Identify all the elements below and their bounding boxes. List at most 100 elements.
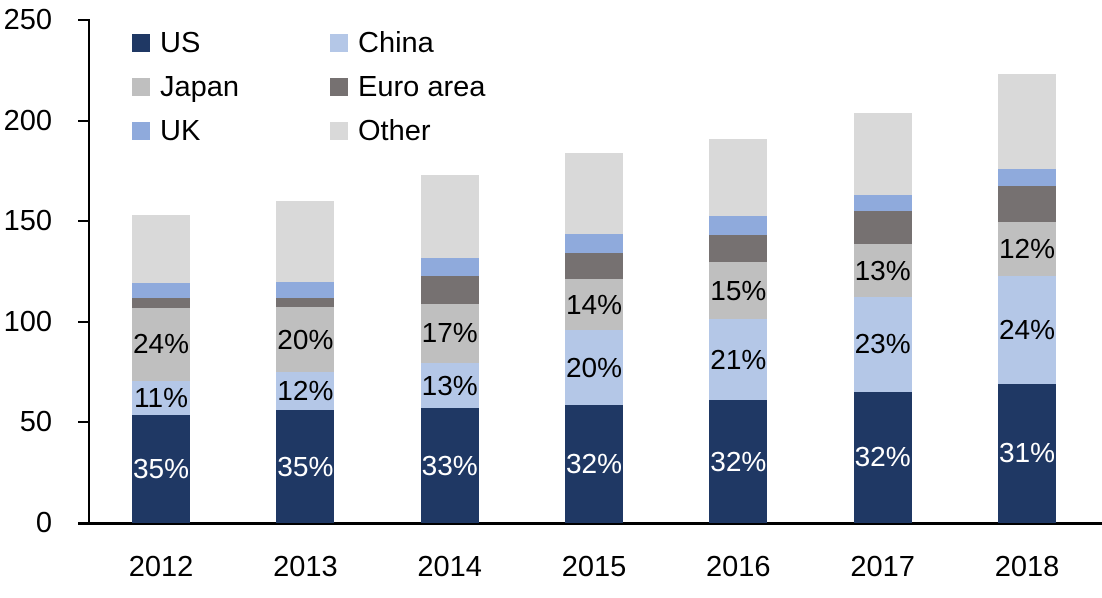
bar-2016-segment-japan — [709, 261, 768, 320]
bar-2016-segment-uk — [709, 215, 768, 235]
bar-2013-segment-japan — [276, 307, 335, 372]
bar-2016-segment-euro-area — [709, 234, 768, 262]
bar-2015-segment-us — [564, 404, 623, 523]
legend-swatch-other — [330, 122, 348, 140]
bar-2013-segment-other — [276, 201, 335, 282]
bar-2018-segment-china — [997, 276, 1056, 384]
legend-swatch-uk — [132, 122, 150, 140]
x-label-2018: 2018 — [994, 551, 1060, 583]
bar-2012-segment-other — [132, 215, 190, 283]
bar-2018-label-us: 31% — [998, 437, 1055, 469]
bar-2017-segment-japan — [853, 243, 912, 298]
y-tick-150 — [78, 220, 89, 223]
bar-2017-segment-euro-area — [853, 211, 912, 244]
bar-2018-segment-euro-area — [997, 186, 1056, 223]
bar-2017-label-japan: 13% — [854, 254, 911, 286]
bar-2017-segment-other — [853, 112, 912, 195]
bar-2013-label-japan: 20% — [277, 323, 334, 355]
bar-2015-segment-uk — [564, 234, 623, 253]
bar-2013-label-us: 35% — [277, 450, 334, 482]
x-label-2015: 2015 — [561, 551, 627, 583]
bar-2013-segment-china — [276, 371, 335, 411]
legend-label-other: Other — [358, 114, 431, 147]
legend-item-uk: UK — [132, 109, 330, 153]
bar-2014-segment-china — [420, 362, 479, 409]
bar-2015-label-japan: 14% — [565, 288, 622, 320]
bar-2018-label-japan: 12% — [998, 233, 1055, 265]
y-tick-label-200: 200 — [3, 104, 52, 137]
bar-2014-label-us: 33% — [421, 449, 478, 481]
bar-2016-label-china: 21% — [710, 343, 767, 375]
bar-2017-segment-us — [853, 391, 912, 523]
bar-2018-segment-us — [997, 383, 1056, 523]
bar-2016-segment-us — [709, 400, 768, 523]
bar-2016-segment-china — [709, 319, 768, 400]
y-tick-label-150: 150 — [3, 205, 52, 238]
bar-2015-label-us: 32% — [565, 447, 622, 479]
bar-2018-segment-uk — [997, 168, 1056, 187]
bar-2014-label-japan: 17% — [421, 317, 478, 349]
chart-legend: US China Japan Euro area UK Other — [132, 21, 485, 153]
bar-2017-segment-uk — [853, 194, 912, 212]
bar-2015-segment-japan — [564, 278, 623, 331]
legend-label-uk: UK — [160, 114, 201, 147]
legend-item-us: US — [132, 21, 330, 65]
y-tick-50 — [78, 421, 89, 424]
legend-swatch-japan — [132, 78, 150, 96]
bar-2012-segment-euro-area — [132, 298, 190, 308]
bar-2012-label-us: 35% — [132, 453, 190, 485]
legend-label-us: US — [160, 26, 201, 59]
legend-swatch-china — [330, 34, 348, 52]
x-axis-line — [78, 522, 1102, 525]
x-label-2012: 2012 — [128, 551, 194, 583]
bar-2013-segment-us — [276, 410, 335, 523]
x-label-2013: 2013 — [273, 551, 338, 583]
x-label-2014: 2014 — [417, 551, 482, 583]
bar-2014-segment-other — [420, 174, 479, 259]
bar-2015-segment-other — [564, 152, 623, 235]
y-axis-line — [88, 19, 90, 525]
bar-2015-label-china: 20% — [565, 351, 622, 383]
bar-2017-segment-china — [853, 297, 912, 392]
bar-2018-segment-other — [997, 74, 1056, 169]
legend-item-other: Other — [330, 109, 485, 153]
y-tick-label-0: 0 — [35, 507, 52, 539]
y-tick-label-250: 250 — [3, 4, 52, 36]
bar-2017-label-china: 23% — [854, 328, 911, 360]
bar-2013-label-china: 12% — [277, 375, 334, 406]
legend-label-china: China — [358, 26, 434, 59]
bar-2016-label-japan: 15% — [710, 274, 767, 306]
bar-2012-segment-us — [132, 415, 190, 523]
x-label-2017: 2017 — [850, 551, 915, 583]
legend-item-china: China — [330, 21, 485, 65]
legend-label-japan: Japan — [160, 70, 240, 103]
bar-2014-segment-euro-area — [420, 275, 479, 304]
bar-2014-segment-us — [420, 408, 479, 523]
bar-2013-segment-uk — [276, 281, 335, 298]
legend-item-japan: Japan — [132, 65, 330, 109]
bar-2012-label-china: 11% — [134, 382, 188, 414]
bar-2012-segment-japan — [132, 307, 190, 382]
bar-2014-segment-japan — [420, 303, 479, 363]
bar-2015-segment-euro-area — [564, 252, 623, 279]
bar-2012-segment-china — [132, 381, 190, 416]
y-tick-200 — [78, 119, 89, 122]
legend-item-euro-area: Euro area — [330, 65, 485, 109]
bar-2018-segment-japan — [997, 222, 1056, 277]
bar-2012-label-japan: 24% — [132, 328, 190, 360]
legend-swatch-euro-area — [330, 78, 348, 96]
bar-2013-segment-euro-area — [276, 297, 335, 308]
x-label-2016: 2016 — [706, 551, 771, 583]
y-tick-label-100: 100 — [3, 305, 52, 338]
y-tick-label-50: 50 — [19, 406, 52, 439]
bar-2016-label-us: 32% — [710, 445, 767, 477]
legend-swatch-us — [132, 34, 150, 52]
bar-2012-segment-uk — [132, 282, 190, 299]
bar-2015-segment-china — [564, 330, 623, 405]
bar-2014-segment-uk — [420, 258, 479, 276]
y-tick-100 — [78, 320, 89, 323]
bar-2014-label-china: 13% — [421, 369, 478, 401]
bar-2018-label-china: 24% — [998, 314, 1055, 346]
y-tick-0 — [78, 522, 89, 524]
